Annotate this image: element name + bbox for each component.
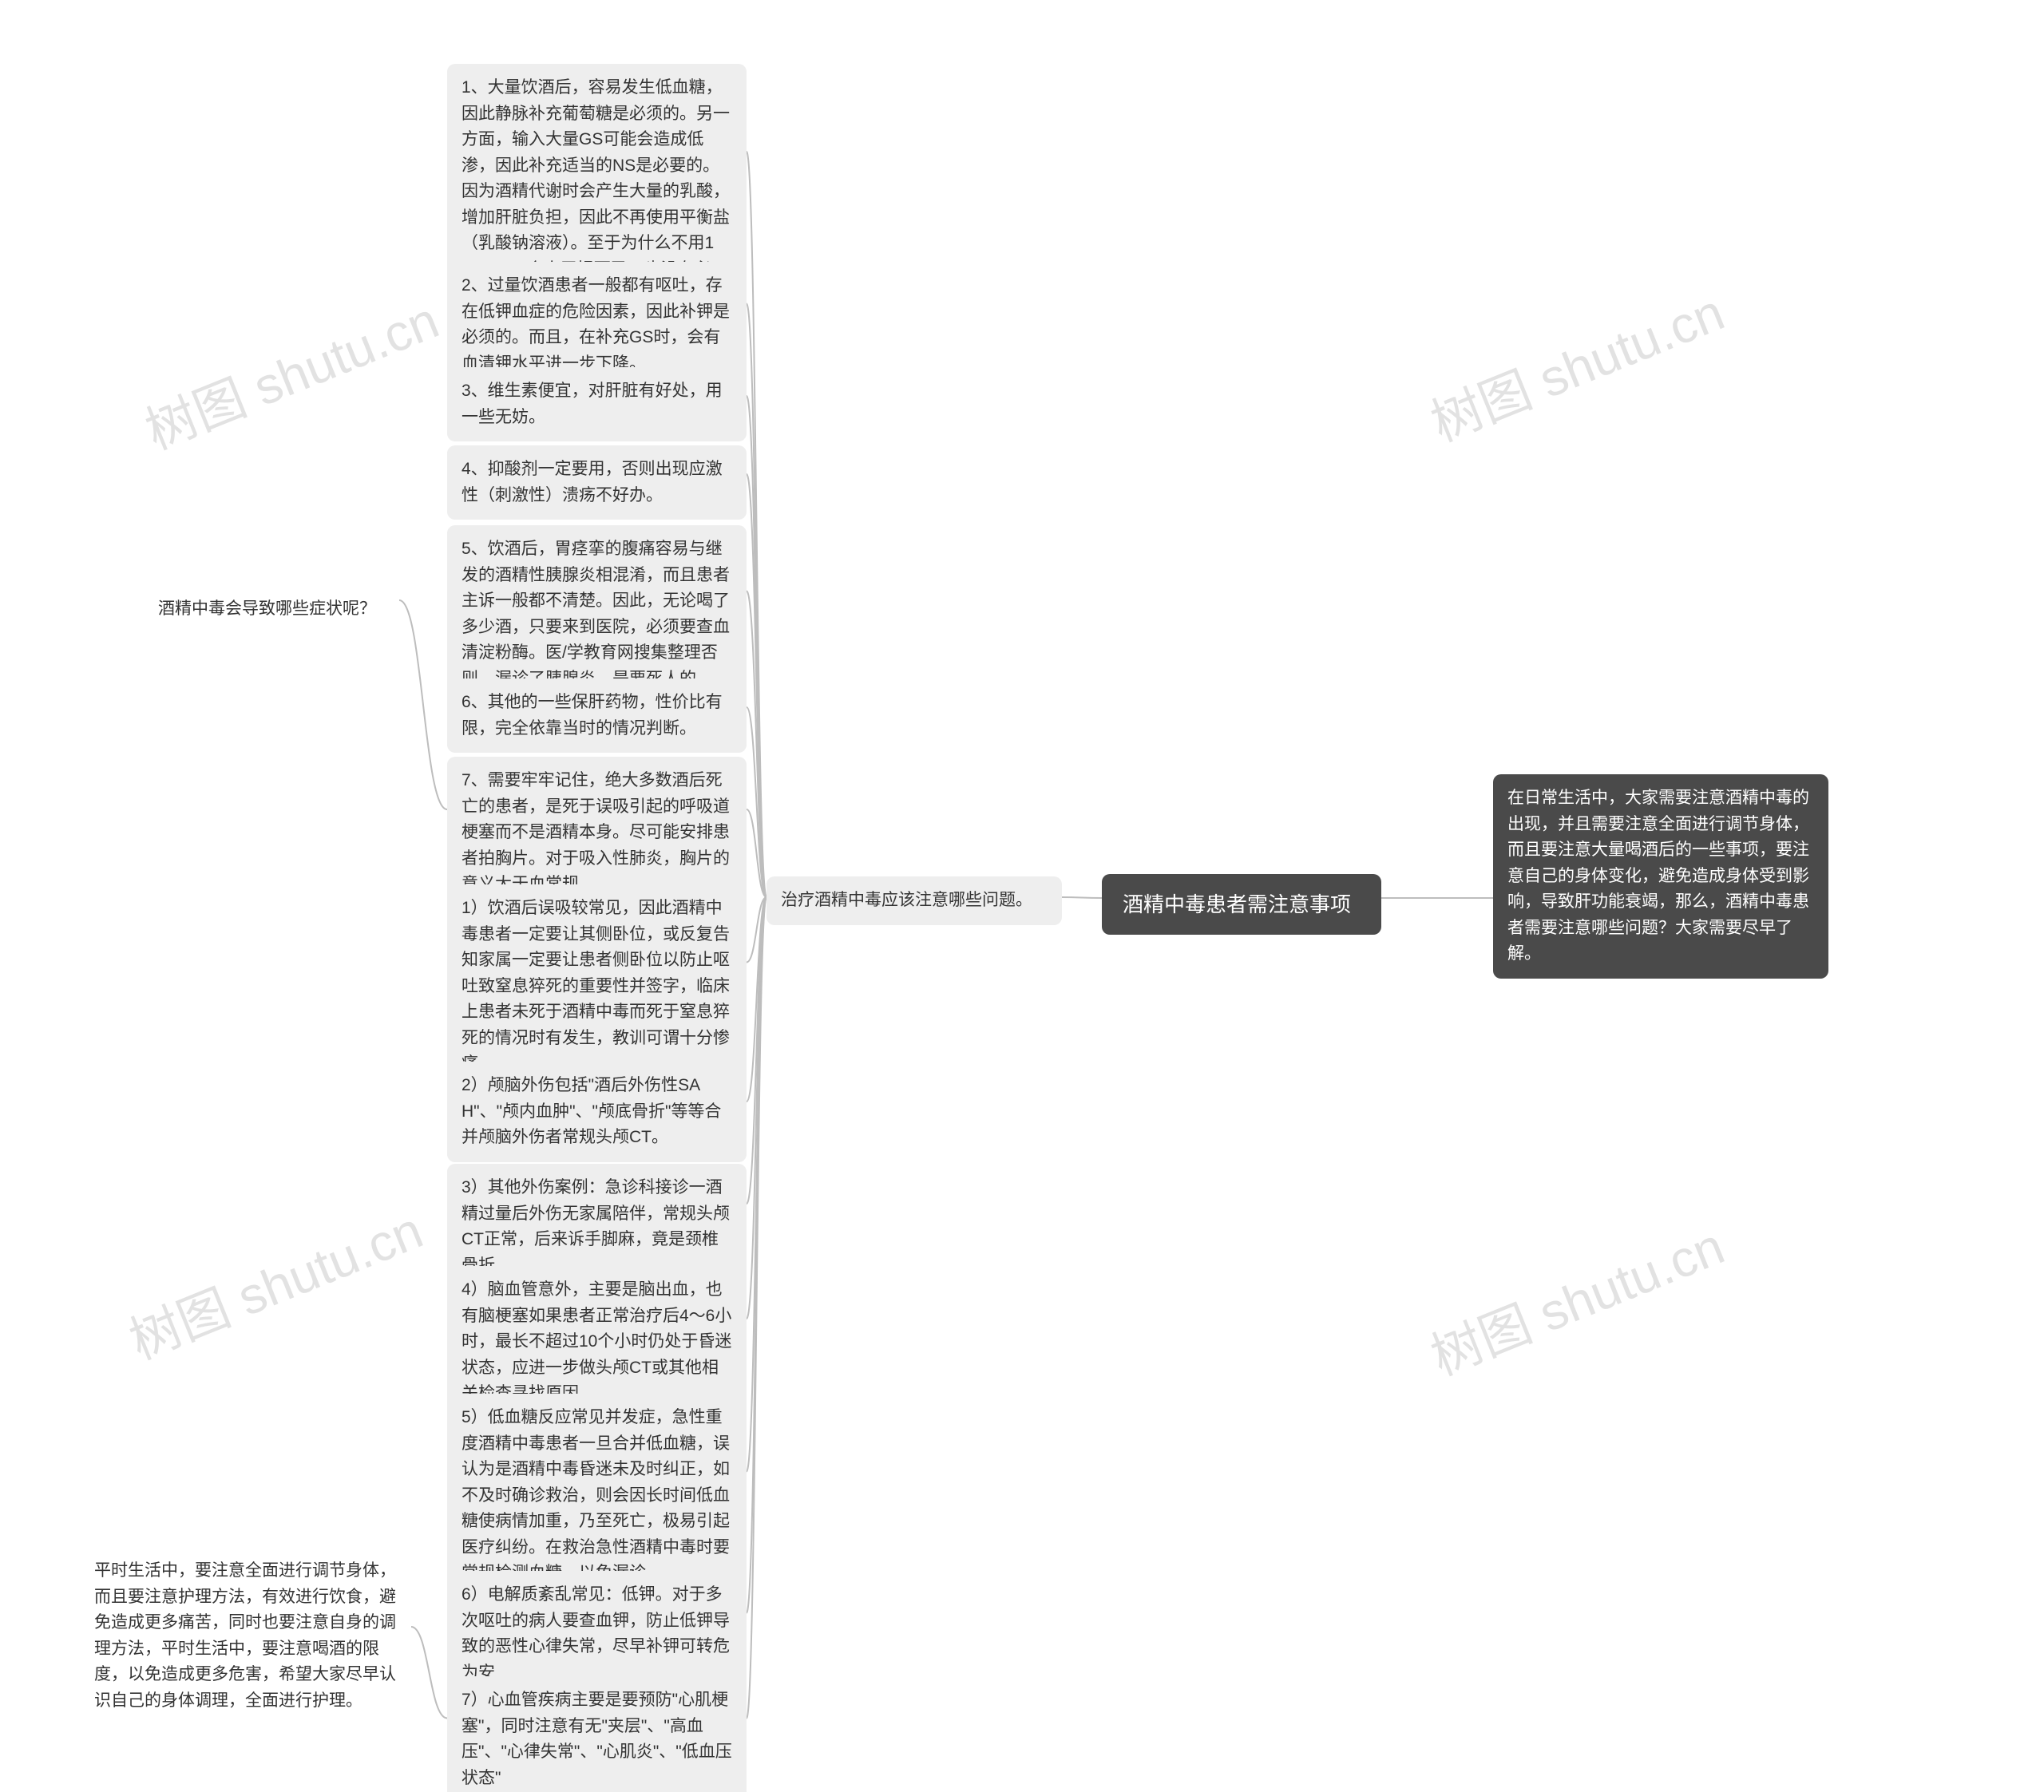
leaf-node: 7）心血管疾病主要是要预防"心肌梗塞"，同时注意有无"夹层"、"高血压"、"心律…: [447, 1676, 747, 1792]
leaf-node: 5、饮酒后，胃痉挛的腹痛容易与继发的酒精性胰腺炎相混淆，而且患者主诉一般都不清楚…: [447, 525, 747, 703]
leaf-node: 3、维生素便宜，对肝脏有好处，用一些无妨。: [447, 367, 747, 441]
watermark: 树图 shutu.cn: [1419, 272, 1733, 457]
leaf-node: 6、其他的一些保肝药物，性价比有限，完全依靠当时的情况判断。: [447, 678, 747, 753]
leaf-node: 5）低血糖反应常见并发症，急性重度酒精中毒患者一旦合并低血糖，误认为是酒精中毒昏…: [447, 1394, 747, 1598]
leaf-node: 4、抑酸剂一定要用，否则出现应激性（刺激性）溃疡不好办。: [447, 445, 747, 520]
root-node: 酒精中毒患者需注意事项: [1102, 874, 1381, 935]
watermark: 树图 shutu.cn: [133, 280, 448, 465]
watermark: 树图 shutu.cn: [1419, 1206, 1733, 1390]
footer-note: 平时生活中，要注意全面进行调节身体，而且要注意护理方法，有效进行饮食，避免造成更…: [80, 1547, 411, 1725]
leaf-node: 1）饮酒后误吸较常见，因此酒精中毒患者一定要让其侧卧位，或反复告知家属一定要让患…: [447, 884, 747, 1089]
leaf-node: 2）颅脑外伤包括"酒后外伤性SAH"、"颅内血肿"、"颅底骨折"等等合并颅脑外伤…: [447, 1062, 747, 1162]
description-node: 在日常生活中，大家需要注意酒精中毒的出现，并且需要注意全面进行调节身体，而且要注…: [1493, 774, 1828, 979]
watermark: 树图 shutu.cn: [117, 1190, 432, 1375]
branch-node: 治疗酒精中毒应该注意哪些问题。: [766, 876, 1062, 925]
subbranch-label: 酒精中毒会导致哪些症状呢？: [144, 585, 399, 634]
